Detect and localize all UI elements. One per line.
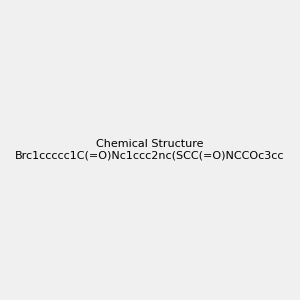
Text: Chemical Structure
Brc1ccccc1C(=O)Nc1ccc2nc(SCC(=O)NCCOc3cc: Chemical Structure Brc1ccccc1C(=O)Nc1ccc… (15, 139, 285, 161)
